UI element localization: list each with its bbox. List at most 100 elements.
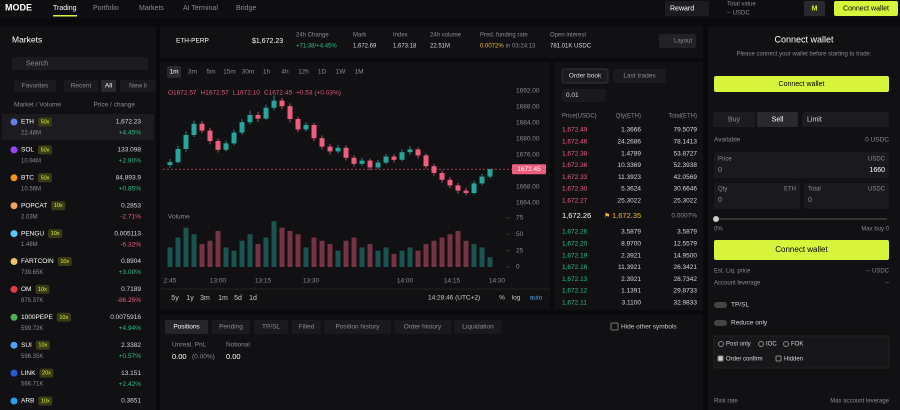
label[interactable]: LINK [21, 370, 36, 377]
account-button[interactable] [804, 1, 825, 16]
label[interactable]: ETH [21, 119, 34, 126]
label[interactable]: TP/SL [731, 302, 749, 309]
label[interactable]: 1y [186, 295, 194, 302]
label[interactable]: FARTCOIN [21, 258, 54, 265]
radio[interactable] [758, 341, 764, 347]
label[interactable]: 1M [354, 69, 363, 76]
positions-tab[interactable] [324, 320, 391, 334]
filter-button[interactable] [64, 80, 98, 92]
label[interactable]: Recent [71, 83, 92, 90]
tick-size-select[interactable] [562, 89, 606, 102]
order-book-tab[interactable] [561, 68, 609, 84]
checkbox[interactable] [775, 355, 782, 362]
label[interactable]: Post only [726, 342, 751, 348]
label[interactable]: ARB [21, 398, 34, 405]
search-box[interactable] [12, 57, 148, 70]
filter-button[interactable] [101, 80, 116, 92]
label[interactable]: 3m [188, 69, 197, 76]
label[interactable]: Filled [299, 324, 315, 331]
label[interactable]: 1D [318, 69, 327, 76]
label[interactable]: M [812, 5, 818, 12]
reward-label[interactable]: Reward [670, 5, 694, 12]
label[interactable]: 12h [298, 69, 309, 76]
label[interactable]: 5y [171, 295, 179, 302]
label[interactable]: 30m [242, 69, 255, 76]
checkbox[interactable] [717, 355, 724, 362]
radio[interactable] [783, 341, 789, 347]
label[interactable]: PENGU [21, 230, 44, 237]
label[interactable]: IOC [766, 342, 777, 348]
label[interactable]: OM [21, 286, 31, 293]
toggle[interactable] [714, 320, 727, 326]
label[interactable]: Hidden [784, 357, 803, 363]
label[interactable]: BTC [21, 175, 34, 182]
positions-tab[interactable] [165, 320, 208, 334]
positions-tab[interactable] [254, 320, 288, 334]
submit-button[interactable] [714, 240, 889, 260]
label[interactable]: 1m [218, 295, 228, 302]
price-input[interactable] [714, 152, 889, 178]
label[interactable]: Position history [335, 324, 380, 331]
label[interactable]: Layout [674, 39, 692, 45]
label[interactable]: Liquidation [462, 324, 494, 331]
total-input[interactable] [804, 183, 889, 209]
label[interactable]: 15m [223, 69, 236, 76]
label[interactable]: Connect wallet [843, 5, 889, 12]
label[interactable]: 3m [200, 295, 210, 302]
positions-tab[interactable] [454, 320, 502, 334]
label[interactable]: Reduce only [731, 320, 768, 327]
label[interactable]: Hide other symbols [621, 324, 677, 331]
buy-tab[interactable] [713, 112, 755, 127]
connect-button[interactable] [834, 1, 898, 16]
label[interactable]: 4h [281, 69, 289, 76]
label[interactable]: Pending [219, 324, 243, 331]
positions-tab[interactable] [292, 320, 321, 334]
checkbox[interactable] [610, 322, 619, 331]
label[interactable]: Order confirm [726, 357, 763, 363]
filter-button[interactable] [14, 80, 56, 92]
qty-input[interactable] [714, 183, 800, 209]
nav-tab[interactable]: Portfolio [93, 5, 119, 12]
label[interactable]: 1d [249, 295, 257, 302]
label[interactable]: SUI [21, 342, 32, 349]
label[interactable]: Order history [404, 324, 442, 331]
label[interactable]: log [512, 295, 521, 302]
order-type-select[interactable] [802, 112, 889, 127]
label[interactable]: POPCAT [21, 202, 47, 209]
reward-button[interactable] [665, 1, 709, 16]
label[interactable]: 1m [169, 69, 178, 76]
label[interactable]: All [105, 83, 113, 90]
nav-tab[interactable]: Bridge [236, 5, 256, 12]
label[interactable]: Connect wallet [779, 81, 825, 88]
label[interactable]: 5m [206, 69, 215, 76]
toggle[interactable] [714, 302, 727, 308]
label[interactable]: 1h [263, 69, 271, 76]
label[interactable]: 0.01 [566, 92, 579, 99]
nav-tab[interactable]: Trading [53, 5, 77, 12]
label[interactable]: Order book [569, 73, 602, 80]
slider-thumb[interactable] [713, 216, 719, 222]
nav-tab[interactable]: AI Terminal [183, 5, 218, 12]
label[interactable]: Sell [772, 116, 784, 123]
label[interactable]: auto [530, 295, 543, 302]
label[interactable]: Buy [728, 116, 741, 123]
label[interactable]: Last trades [623, 73, 656, 80]
trades-tab[interactable] [613, 69, 666, 83]
label[interactable]: % [499, 295, 505, 302]
positions-tab[interactable] [394, 320, 451, 334]
label[interactable]: Positions [173, 324, 200, 331]
label[interactable]: FOK [791, 342, 803, 348]
label[interactable]: 1000PEPE [21, 314, 53, 321]
label[interactable]: Favorites [22, 83, 49, 90]
connect-button[interactable] [714, 76, 889, 92]
label[interactable]: TP/SL [262, 324, 280, 331]
label[interactable]: 5d [234, 295, 242, 302]
nav-tab[interactable]: Markets [139, 5, 164, 12]
label[interactable]: 1W [336, 69, 347, 76]
layout-button[interactable] [659, 34, 696, 48]
radio[interactable] [718, 341, 724, 347]
sell-tab[interactable] [757, 112, 798, 127]
filter-button[interactable] [120, 80, 156, 92]
label[interactable]: New li [129, 83, 147, 90]
label[interactable]: Limit [807, 116, 822, 123]
